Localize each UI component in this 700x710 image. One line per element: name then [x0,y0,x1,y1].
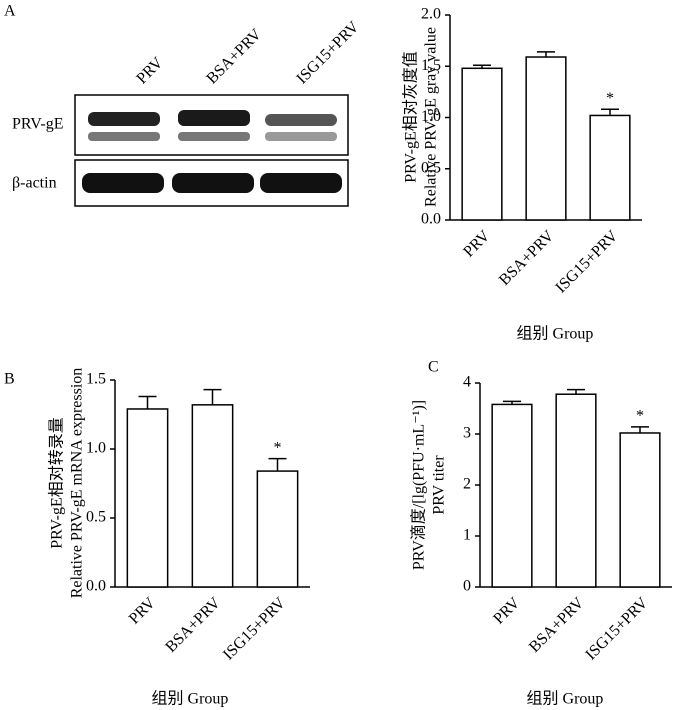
panel-letter: A [4,3,16,20]
band [265,114,337,126]
bar [461,67,503,221]
y-axis-label: PRV-gE相对转录量 [48,417,66,548]
panel-letter: B [4,371,15,388]
y-tick-label: 1.0 [86,440,106,457]
blot-lane-label: BSA+PRV [203,26,265,88]
y-tick-label: 2 [463,476,471,493]
x-axis-label: 组别 Group [517,325,594,343]
band [178,110,250,126]
y-tick-label: 1 [463,527,471,544]
bar [256,470,299,588]
x-tick-label: PRV [460,227,493,260]
bar [555,393,597,588]
significance-marker: * [274,439,282,456]
y-tick-label: 0 [463,578,471,595]
blot-row-label: PRV-gE [12,116,63,133]
x-tick-label: PRV [490,594,523,627]
x-tick-label: ISG15+PRV [552,227,621,296]
band [260,173,342,193]
blot-lane-label: PRV [133,54,166,87]
y-tick-label: 1.0 [421,108,441,125]
x-tick-label: PRV [126,594,159,627]
x-tick-label: BSA+PRV [496,227,558,289]
y-axis-label: Relative PRV-gE gray value [423,27,440,207]
x-tick-label: ISG15+PRV [220,594,289,663]
bar [491,403,533,588]
y-tick-label: 1.5 [421,57,441,74]
y-axis-label: PRV titer [431,455,448,515]
y-tick-label: 2.0 [421,6,441,23]
bar [525,56,567,221]
y-axis-label: PRV滴度/[lg(PFU·mL⁻¹)] [410,400,428,570]
band [88,132,160,141]
x-tick-label: BSA+PRV [526,594,588,656]
y-tick-label: 0.5 [86,509,106,526]
band [82,173,164,193]
y-axis-label: PRV-gE相对灰度值 [402,51,420,182]
x-axis-label: 组别 Group [527,690,604,708]
significance-marker: * [606,90,614,107]
y-axis-label: Relative PRV-gE mRNA expression [69,368,86,599]
y-tick-label: 0.0 [421,211,441,228]
y-tick-label: 0.5 [421,159,441,176]
band [265,132,337,141]
panel-letter: C [428,359,439,376]
blot-lane-label: ISG15+PRV [293,18,362,87]
x-tick-label: BSA+PRV [162,594,224,656]
band [172,173,254,193]
blot-row-label: β-actin [12,175,57,192]
western-blot: PRV-gE β-actin PRV BSA+PRV ISG15+PRV [12,18,363,207]
band [88,112,160,126]
bar [619,432,661,588]
y-tick-label: 4 [463,374,471,391]
bar [191,404,234,588]
y-tick-label: 1.5 [86,371,106,388]
x-tick-label: ISG15+PRV [582,594,651,663]
bar [126,408,169,588]
band [178,132,250,141]
bar [589,114,631,221]
y-tick-label: 3 [463,425,471,442]
x-axis-label: 组别 Group [152,690,229,708]
significance-marker: * [636,408,644,425]
y-tick-label: 0.0 [86,578,106,595]
